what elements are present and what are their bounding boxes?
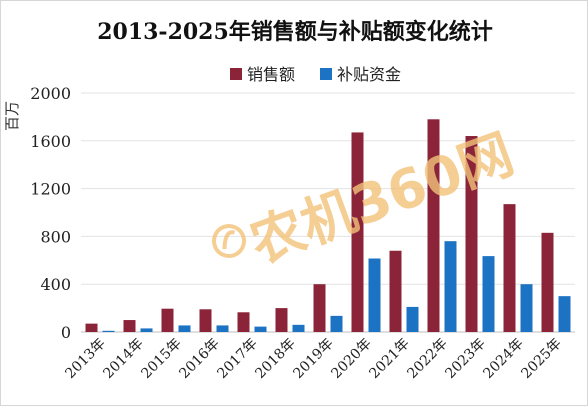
- x-tick-label: 2024年: [480, 336, 526, 382]
- legend: 销售额 补贴资金: [230, 65, 401, 84]
- bar-subsidy: [368, 258, 381, 332]
- x-tick-label: 2023年: [442, 336, 488, 382]
- bar-sales: [503, 204, 516, 332]
- bar-sales: [161, 308, 174, 332]
- x-tick-label: 2015年: [138, 336, 184, 382]
- y-tick-label: 800: [40, 227, 71, 246]
- bar-subsidy: [254, 326, 267, 332]
- bar-subsidy: [444, 241, 457, 332]
- bar-subsidy: [102, 330, 115, 332]
- legend-label: 销售额: [247, 65, 295, 84]
- y-tick-label: 1200: [30, 180, 71, 199]
- bar-subsidy: [482, 256, 495, 332]
- bar-sales: [199, 309, 212, 332]
- x-tick-label: 2022年: [404, 336, 450, 382]
- bar-subsidy: [292, 324, 305, 332]
- y-tick-label: 1600: [30, 132, 71, 151]
- y-axis-ticks: 0 400 800 1200 1600 2000: [30, 84, 71, 342]
- bar-sales: [275, 308, 288, 332]
- watermark-text: 农机360网: [242, 122, 522, 275]
- bar-subsidy: [558, 296, 571, 332]
- x-axis-ticks: 2013年2014年2015年2016年2017年2018年2019年2020年…: [62, 336, 564, 382]
- x-tick-label: 2021年: [366, 336, 412, 382]
- bar-subsidy: [520, 284, 533, 332]
- x-tick-label: 2014年: [100, 336, 146, 382]
- legend-label: 补贴资金: [337, 65, 401, 84]
- x-tick-label: 2020年: [328, 336, 374, 382]
- bar-subsidy: [140, 328, 153, 332]
- x-tick-label: 2025年: [518, 336, 564, 382]
- y-tick-label: 2000: [30, 84, 71, 103]
- bar-sales: [427, 119, 440, 332]
- legend-swatch: [230, 68, 242, 80]
- bar-subsidy: [178, 325, 191, 332]
- x-tick-label: 2019年: [290, 336, 336, 382]
- x-tick-label: 2013年: [62, 336, 108, 382]
- bars: [85, 119, 571, 332]
- legend-swatch: [320, 68, 332, 80]
- bar-sales: [465, 136, 478, 332]
- bar-subsidy: [216, 325, 229, 332]
- y-tick-label: 0: [61, 323, 71, 342]
- bar-sales: [85, 323, 98, 332]
- x-tick-label: 2016年: [176, 336, 222, 382]
- bar-sales: [313, 284, 326, 332]
- bar-subsidy: [330, 315, 343, 332]
- bar-sales: [123, 320, 136, 332]
- bar-sales: [541, 232, 554, 332]
- bar-subsidy: [406, 306, 419, 332]
- x-tick-label: 2017年: [214, 336, 260, 382]
- y-tick-label: 400: [40, 275, 71, 294]
- y-axis-label: 百万: [3, 101, 21, 131]
- bar-sales: [389, 250, 402, 332]
- bar-sales: [351, 132, 364, 332]
- x-tick-label: 2018年: [252, 336, 298, 382]
- chart-title: 2013-2025年销售额与补贴额变化统计: [97, 19, 493, 45]
- bar-sales: [237, 312, 250, 332]
